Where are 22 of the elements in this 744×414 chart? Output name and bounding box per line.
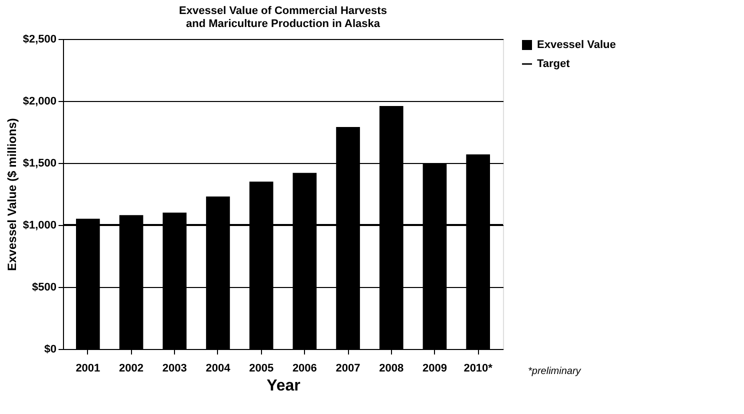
y-tick-label: $1,500	[22, 158, 56, 170]
x-axis-title: Year	[266, 378, 300, 394]
y-axis-title: Exvessel Value ($ millions)	[4, 118, 19, 271]
y-tick-label: $0	[44, 344, 56, 356]
chart-title: Exvessel Value of Commercial Harvests and Mariculture Production in Alaska	[179, 5, 387, 30]
legend-label: Target	[537, 58, 570, 70]
legend-label: Exvessel Value	[537, 39, 616, 51]
text: *preliminary	[528, 366, 582, 377]
x-tick-label: 2006	[292, 362, 317, 374]
y-tick-label: $500	[32, 282, 56, 294]
y-tick-label: $2,500	[22, 34, 56, 46]
x-tick-label: 2003	[162, 362, 187, 374]
x-tick-label: 2004	[206, 362, 232, 374]
x-tick-label: 2005	[249, 362, 274, 374]
x-tick-label: 2008	[379, 362, 404, 374]
y-tick-label: $1,000	[22, 220, 56, 232]
x-tick-label: 2009	[422, 362, 447, 374]
y-tick-label: $2,000	[22, 96, 56, 108]
x-tick-label: 2002	[119, 362, 144, 374]
x-tick-label: 2007	[336, 362, 360, 374]
x-tick-label: 2001	[76, 362, 100, 374]
x-tick-label: 2010*	[464, 362, 494, 374]
